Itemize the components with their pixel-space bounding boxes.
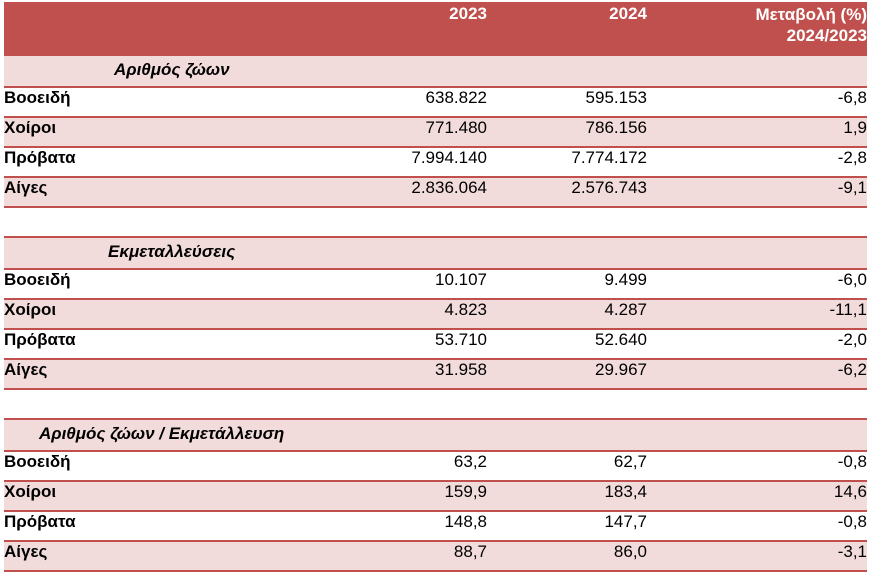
row-label: Χοίροι bbox=[4, 116, 235, 147]
value-2024: 52.640 bbox=[487, 328, 647, 359]
value-2024: 7.774.172 bbox=[487, 146, 647, 177]
header-2023: 2023 bbox=[235, 2, 487, 55]
spacer-row bbox=[4, 206, 867, 237]
header-row: 2023 2024 Μεταβολή (%) 2024/2023 bbox=[4, 2, 867, 55]
value-change: -3,1 bbox=[647, 540, 867, 572]
row-label: Αίγες bbox=[4, 176, 235, 207]
header-change: Μεταβολή (%) 2024/2023 bbox=[647, 2, 867, 55]
value-change: 14,6 bbox=[647, 480, 867, 511]
section-header-row: Αριθμός ζώων / Εκμετάλλευση bbox=[4, 418, 867, 451]
value-2023: 31.958 bbox=[235, 358, 487, 389]
value-2023: 638.822 bbox=[235, 86, 487, 117]
table-row: Αίγες 2.836.064 2.576.743 -9,1 bbox=[4, 176, 867, 207]
value-change: -6,0 bbox=[647, 268, 867, 299]
header-2024: 2024 bbox=[487, 2, 647, 55]
row-label: Αίγες bbox=[4, 358, 235, 389]
table-row: Πρόβατα 7.994.140 7.774.172 -2,8 bbox=[4, 146, 867, 177]
section-header-row: Αριθμός ζώων bbox=[4, 54, 867, 87]
value-change: -0,8 bbox=[647, 510, 867, 541]
section-title: Αριθμός ζώων / Εκμετάλλευση bbox=[39, 424, 285, 443]
value-2023: 7.994.140 bbox=[235, 146, 487, 177]
value-2024: 4.287 bbox=[487, 298, 647, 329]
table-row: Πρόβατα 148,8 147,7 -0,8 bbox=[4, 510, 867, 541]
header-change-line2: 2024/2023 bbox=[786, 26, 867, 45]
row-label: Πρόβατα bbox=[4, 146, 235, 177]
section-header-cell: Εκμεταλλεύσεις bbox=[4, 236, 867, 269]
section-title: Αριθμός ζώων bbox=[114, 60, 230, 79]
value-change: -11,1 bbox=[647, 298, 867, 329]
value-change: -2,0 bbox=[647, 328, 867, 359]
value-change: -0,8 bbox=[647, 450, 867, 481]
table-row: Χοίροι 4.823 4.287 -11,1 bbox=[4, 298, 867, 329]
table-row: Χοίροι 159,9 183,4 14,6 bbox=[4, 480, 867, 511]
value-change: -2,8 bbox=[647, 146, 867, 177]
value-2024: 183,4 bbox=[487, 480, 647, 511]
value-2023: 53.710 bbox=[235, 328, 487, 359]
value-2024: 86,0 bbox=[487, 540, 647, 572]
section-header-cell: Αριθμός ζώων / Εκμετάλλευση bbox=[4, 418, 867, 451]
header-empty-cell bbox=[4, 2, 235, 55]
value-2023: 63,2 bbox=[235, 450, 487, 481]
value-2024: 62,7 bbox=[487, 450, 647, 481]
table-row: Βοοειδή 638.822 595.153 -6,8 bbox=[4, 86, 867, 117]
value-change: -6,2 bbox=[647, 358, 867, 389]
value-2023: 4.823 bbox=[235, 298, 487, 329]
row-label: Χοίροι bbox=[4, 298, 235, 329]
value-2024: 147,7 bbox=[487, 510, 647, 541]
value-2023: 10.107 bbox=[235, 268, 487, 299]
header-change-line1: Μεταβολή (%) bbox=[755, 5, 867, 24]
table-row: Βοοειδή 10.107 9.499 -6,0 bbox=[4, 268, 867, 299]
value-2023: 771.480 bbox=[235, 116, 487, 147]
row-label: Βοοειδή bbox=[4, 86, 235, 117]
row-label: Πρόβατα bbox=[4, 510, 235, 541]
row-label: Αίγες bbox=[4, 540, 235, 572]
section-header-row: Εκμεταλλεύσεις bbox=[4, 236, 867, 269]
value-2024: 9.499 bbox=[487, 268, 647, 299]
value-2023: 2.836.064 bbox=[235, 176, 487, 207]
table-body: Αριθμός ζώων Βοοειδή 638.822 595.153 -6,8 Χοί… bbox=[4, 54, 867, 572]
value-2023: 159,9 bbox=[235, 480, 487, 511]
livestock-table: 2023 2024 Μεταβολή (%) 2024/2023 Αριθμός… bbox=[4, 2, 867, 572]
spacer-row bbox=[4, 388, 867, 419]
row-label: Βοοειδή bbox=[4, 268, 235, 299]
table-row: Χοίροι 771.480 786.156 1,9 bbox=[4, 116, 867, 147]
table-row: Αίγες 88,7 86,0 -3,1 bbox=[4, 540, 867, 572]
value-change: -6,8 bbox=[647, 86, 867, 117]
section-header-cell: Αριθμός ζώων bbox=[4, 54, 867, 87]
value-change: -9,1 bbox=[647, 176, 867, 207]
value-change: 1,9 bbox=[647, 116, 867, 147]
spacer-cell bbox=[4, 206, 867, 237]
value-2024: 595.153 bbox=[487, 86, 647, 117]
row-label: Βοοειδή bbox=[4, 450, 235, 481]
table-row: Αίγες 31.958 29.967 -6,2 bbox=[4, 358, 867, 389]
value-2024: 29.967 bbox=[487, 358, 647, 389]
value-2023: 148,8 bbox=[235, 510, 487, 541]
row-label: Χοίροι bbox=[4, 480, 235, 511]
spacer-cell bbox=[4, 388, 867, 419]
value-2023: 88,7 bbox=[235, 540, 487, 572]
table-row: Βοοειδή 63,2 62,7 -0,8 bbox=[4, 450, 867, 481]
row-label: Πρόβατα bbox=[4, 328, 235, 359]
value-2024: 786.156 bbox=[487, 116, 647, 147]
table-row: Πρόβατα 53.710 52.640 -2,0 bbox=[4, 328, 867, 359]
value-2024: 2.576.743 bbox=[487, 176, 647, 207]
section-title: Εκμεταλλεύσεις bbox=[108, 242, 236, 261]
